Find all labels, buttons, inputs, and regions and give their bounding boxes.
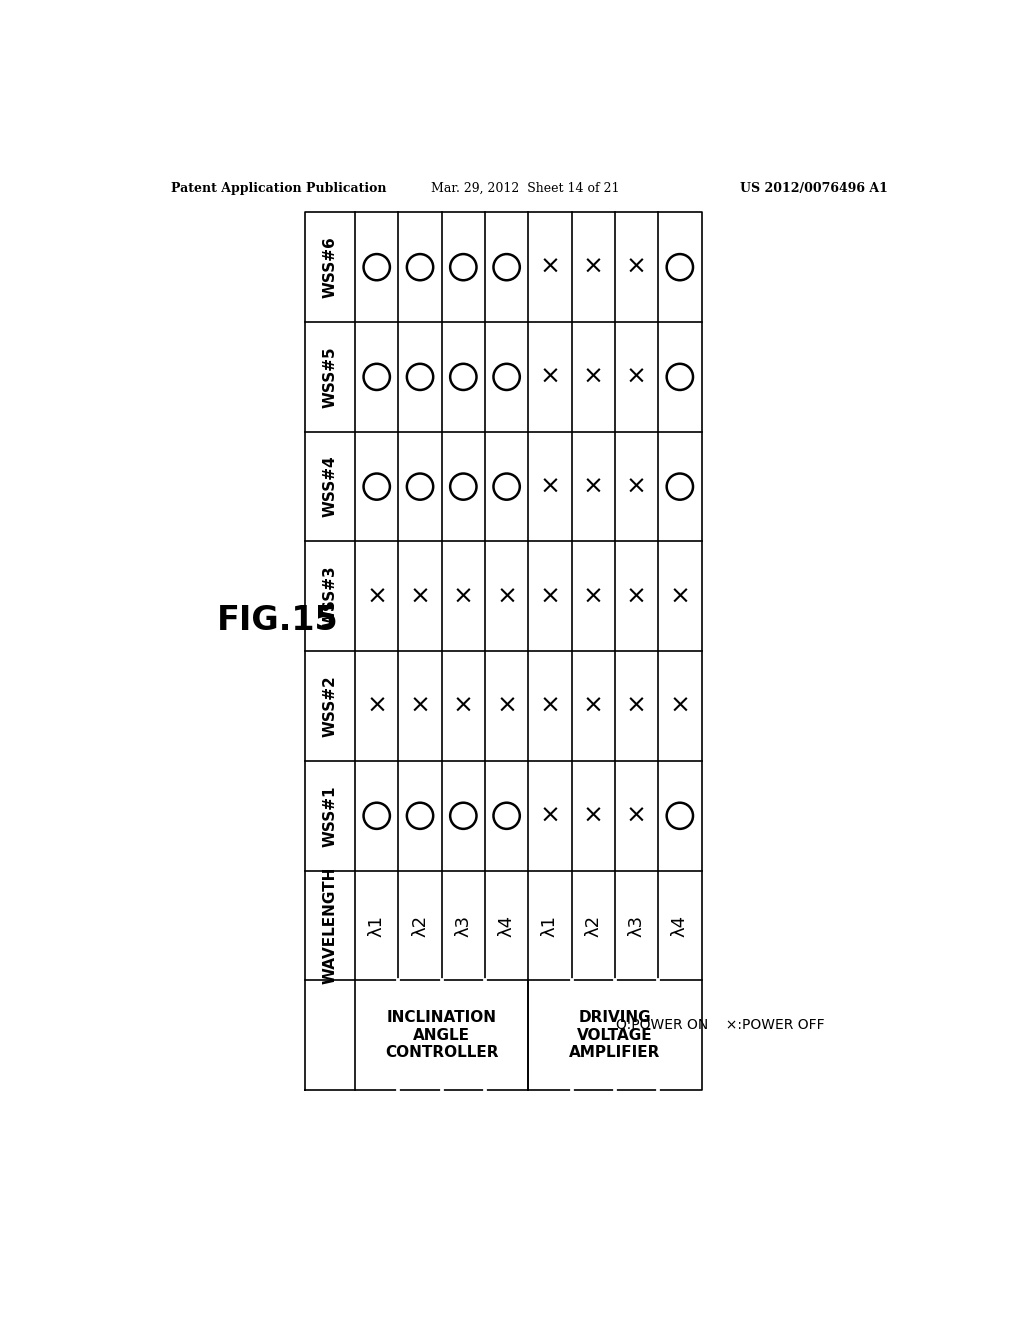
Text: WSS#2: WSS#2	[323, 676, 337, 737]
Text: ×: ×	[410, 694, 430, 718]
Text: WSS#3: WSS#3	[323, 565, 337, 627]
Text: ×: ×	[540, 804, 560, 828]
Text: ×: ×	[540, 475, 560, 499]
Text: λ4: λ4	[671, 915, 689, 937]
Text: ×: ×	[583, 364, 604, 389]
Text: ×: ×	[540, 255, 560, 279]
Text: ×: ×	[583, 694, 604, 718]
Text: US 2012/0076496 A1: US 2012/0076496 A1	[739, 182, 888, 194]
Text: λ2: λ2	[411, 915, 429, 937]
Text: WSS#1: WSS#1	[323, 785, 337, 846]
Text: ×: ×	[453, 694, 474, 718]
Text: ×: ×	[583, 475, 604, 499]
Text: INCLINATION
ANGLE
CONTROLLER: INCLINATION ANGLE CONTROLLER	[385, 1010, 499, 1060]
Text: ×: ×	[453, 585, 474, 609]
Text: ×: ×	[670, 694, 690, 718]
Text: ×: ×	[540, 585, 560, 609]
Text: WSS#4: WSS#4	[323, 455, 337, 517]
Text: ×: ×	[583, 804, 604, 828]
Text: DRIVING
VOLTAGE
AMPLIFIER: DRIVING VOLTAGE AMPLIFIER	[569, 1010, 660, 1060]
Text: ×: ×	[626, 475, 647, 499]
Text: Mar. 29, 2012  Sheet 14 of 21: Mar. 29, 2012 Sheet 14 of 21	[430, 182, 620, 194]
Text: ×: ×	[626, 364, 647, 389]
Text: ×: ×	[367, 694, 387, 718]
Text: O:POWER ON    ×:POWER OFF: O:POWER ON ×:POWER OFF	[616, 1018, 825, 1032]
Text: ×: ×	[583, 585, 604, 609]
Text: λ4: λ4	[498, 915, 516, 937]
Text: ×: ×	[583, 255, 604, 279]
Text: λ3: λ3	[455, 915, 472, 937]
Text: ×: ×	[497, 585, 517, 609]
Text: ×: ×	[626, 585, 647, 609]
Text: WAVELENGTH: WAVELENGTH	[323, 867, 337, 985]
Text: ×: ×	[626, 804, 647, 828]
Text: λ1: λ1	[368, 915, 386, 936]
Text: ×: ×	[410, 585, 430, 609]
Text: ×: ×	[670, 585, 690, 609]
Text: ×: ×	[497, 694, 517, 718]
Text: Patent Application Publication: Patent Application Publication	[171, 182, 386, 194]
Text: λ2: λ2	[585, 915, 602, 937]
Text: ×: ×	[540, 694, 560, 718]
Text: λ3: λ3	[628, 915, 645, 937]
Text: λ1: λ1	[541, 915, 559, 936]
Text: ×: ×	[626, 694, 647, 718]
Text: WSS#5: WSS#5	[323, 346, 337, 408]
Text: ×: ×	[540, 364, 560, 389]
Text: WSS#6: WSS#6	[323, 236, 337, 298]
Text: FIG.15: FIG.15	[217, 605, 339, 638]
Text: ×: ×	[626, 255, 647, 279]
Text: ×: ×	[367, 585, 387, 609]
